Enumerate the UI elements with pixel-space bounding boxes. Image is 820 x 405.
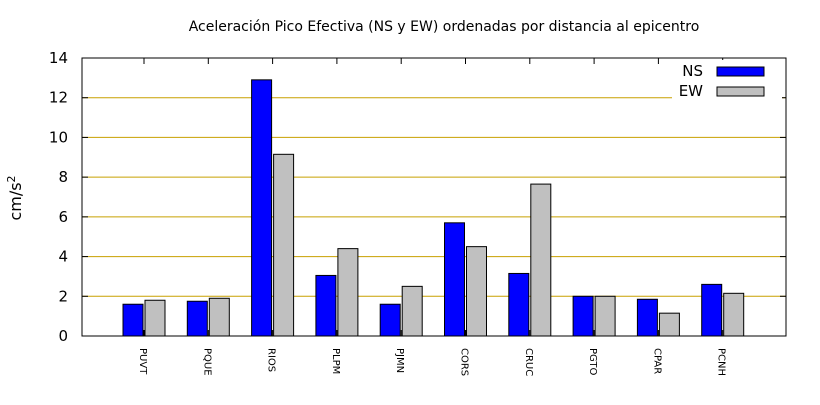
bar-ew-cruc <box>530 183 552 337</box>
y-tick-label: 10 <box>49 128 68 146</box>
bar-ns-pque <box>186 300 208 337</box>
legend-label-ew: EW <box>679 82 703 100</box>
x-tick-label-pjmn: PJMN <box>394 348 405 373</box>
y-axis-label-superscript: 2 <box>5 175 18 182</box>
bar-ew-pjmn <box>401 285 423 337</box>
y-tick-label: 2 <box>58 287 68 305</box>
bar-ns-cors <box>444 222 465 337</box>
bar-ns-cpar <box>636 298 658 337</box>
grid-layer <box>82 97 786 297</box>
bar-ew-pcnh <box>723 292 745 337</box>
legend: NS EW <box>672 60 782 100</box>
bar-ns-pgto <box>572 295 594 337</box>
x-tick-label-cors: CORS <box>459 348 470 376</box>
legend-swatch-ns <box>716 66 765 77</box>
x-tick-label-pcnh: PCNH <box>716 348 727 376</box>
legend-label-ns: NS <box>682 62 703 80</box>
bar-ns-puvt <box>122 303 144 337</box>
bar-ew-cors <box>466 246 487 337</box>
bar-ns-plpm <box>315 274 337 337</box>
x-tick-label-cpar: CPAR <box>651 348 662 374</box>
bar-ns-pjmn <box>379 303 401 337</box>
bars-layer <box>122 79 745 337</box>
y-axis-label-unit: cm/s <box>6 182 25 220</box>
legend-swatch-ew <box>716 86 765 97</box>
x-tick-label-rios: RIOS <box>266 348 277 372</box>
x-tick-label-pque: PQUE <box>201 348 212 376</box>
y-axis-label: cm/s2 <box>5 175 25 220</box>
bar-ns-cruc <box>508 272 530 337</box>
bar-ew-cpar <box>658 312 680 337</box>
x-tick-label-plpm: PLPM <box>330 348 341 374</box>
y-tick-label: 4 <box>58 248 68 266</box>
bar-ew-rios <box>273 153 295 337</box>
bar-ew-plpm <box>337 248 359 337</box>
x-tick-label-cruc: CRUC <box>523 348 534 376</box>
bar-ew-pque <box>208 297 230 337</box>
bar-ns-rios <box>251 79 273 337</box>
ticks-layer: 0 2 4 6 8 10 12 14 PUVT PQUE RIOS PLPM PJMN CORS CRUC P… <box>49 49 786 376</box>
y-tick-label: 8 <box>58 168 68 186</box>
bar-ns-pcnh <box>701 283 723 337</box>
chart-title: Aceleración Pico Efectiva (NS y EW) orde… <box>189 19 700 35</box>
y-tick-label: 0 <box>58 327 68 345</box>
y-tick-label: 6 <box>58 208 68 226</box>
y-tick-label: 14 <box>49 49 68 67</box>
y-tick-label: 12 <box>49 89 68 107</box>
bar-ew-puvt <box>144 299 166 337</box>
bar-ew-pgto <box>594 295 616 337</box>
x-tick-label-pgto: PGTO <box>587 348 598 376</box>
plot-frame <box>81 57 787 337</box>
x-tick-label-puvt: PUVT <box>137 348 148 375</box>
